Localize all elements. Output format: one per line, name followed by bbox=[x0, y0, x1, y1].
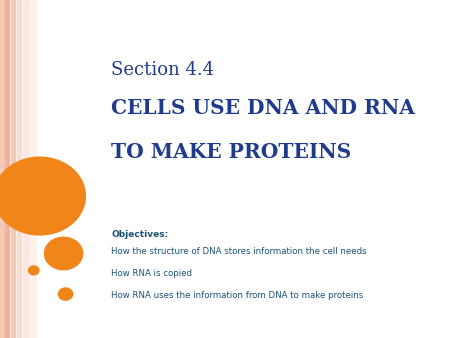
Text: CELLS USE DNA AND RNA: CELLS USE DNA AND RNA bbox=[111, 98, 415, 118]
Text: Objectives:: Objectives: bbox=[111, 230, 168, 239]
Bar bbox=[11, 0, 15, 338]
Bar bbox=[23, 0, 29, 338]
Circle shape bbox=[45, 237, 83, 270]
Bar bbox=[38, 0, 46, 338]
Bar bbox=[30, 0, 36, 338]
Bar bbox=[17, 0, 21, 338]
Text: TO MAKE PROTEINS: TO MAKE PROTEINS bbox=[111, 142, 351, 162]
Bar bbox=[5, 0, 9, 338]
Text: How RNA uses the information from DNA to make proteins: How RNA uses the information from DNA to… bbox=[111, 291, 364, 300]
Text: How RNA is copied: How RNA is copied bbox=[111, 269, 192, 278]
Text: Section 4.4: Section 4.4 bbox=[111, 61, 214, 79]
Circle shape bbox=[58, 288, 73, 300]
Circle shape bbox=[29, 266, 39, 275]
Circle shape bbox=[0, 157, 86, 235]
Bar bbox=[0, 0, 4, 338]
Text: How the structure of DNA stores information the cell needs: How the structure of DNA stores informat… bbox=[111, 247, 367, 256]
